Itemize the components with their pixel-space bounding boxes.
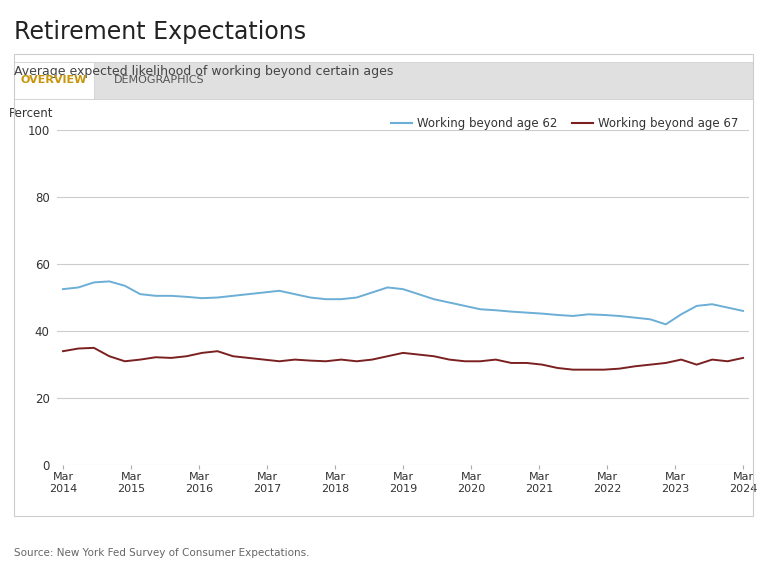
Text: Average expected likelihood of working beyond certain ages: Average expected likelihood of working b… — [14, 65, 393, 78]
Text: DEMOGRAPHICS: DEMOGRAPHICS — [114, 76, 204, 85]
Text: OVERVIEW: OVERVIEW — [21, 76, 87, 85]
Text: Source: New York Fed Survey of Consumer Expectations.: Source: New York Fed Survey of Consumer … — [14, 548, 309, 558]
Text: Percent: Percent — [9, 107, 53, 120]
Text: Retirement Expectations: Retirement Expectations — [14, 20, 306, 44]
Legend: Working beyond age 62, Working beyond age 67: Working beyond age 62, Working beyond ag… — [387, 112, 743, 135]
